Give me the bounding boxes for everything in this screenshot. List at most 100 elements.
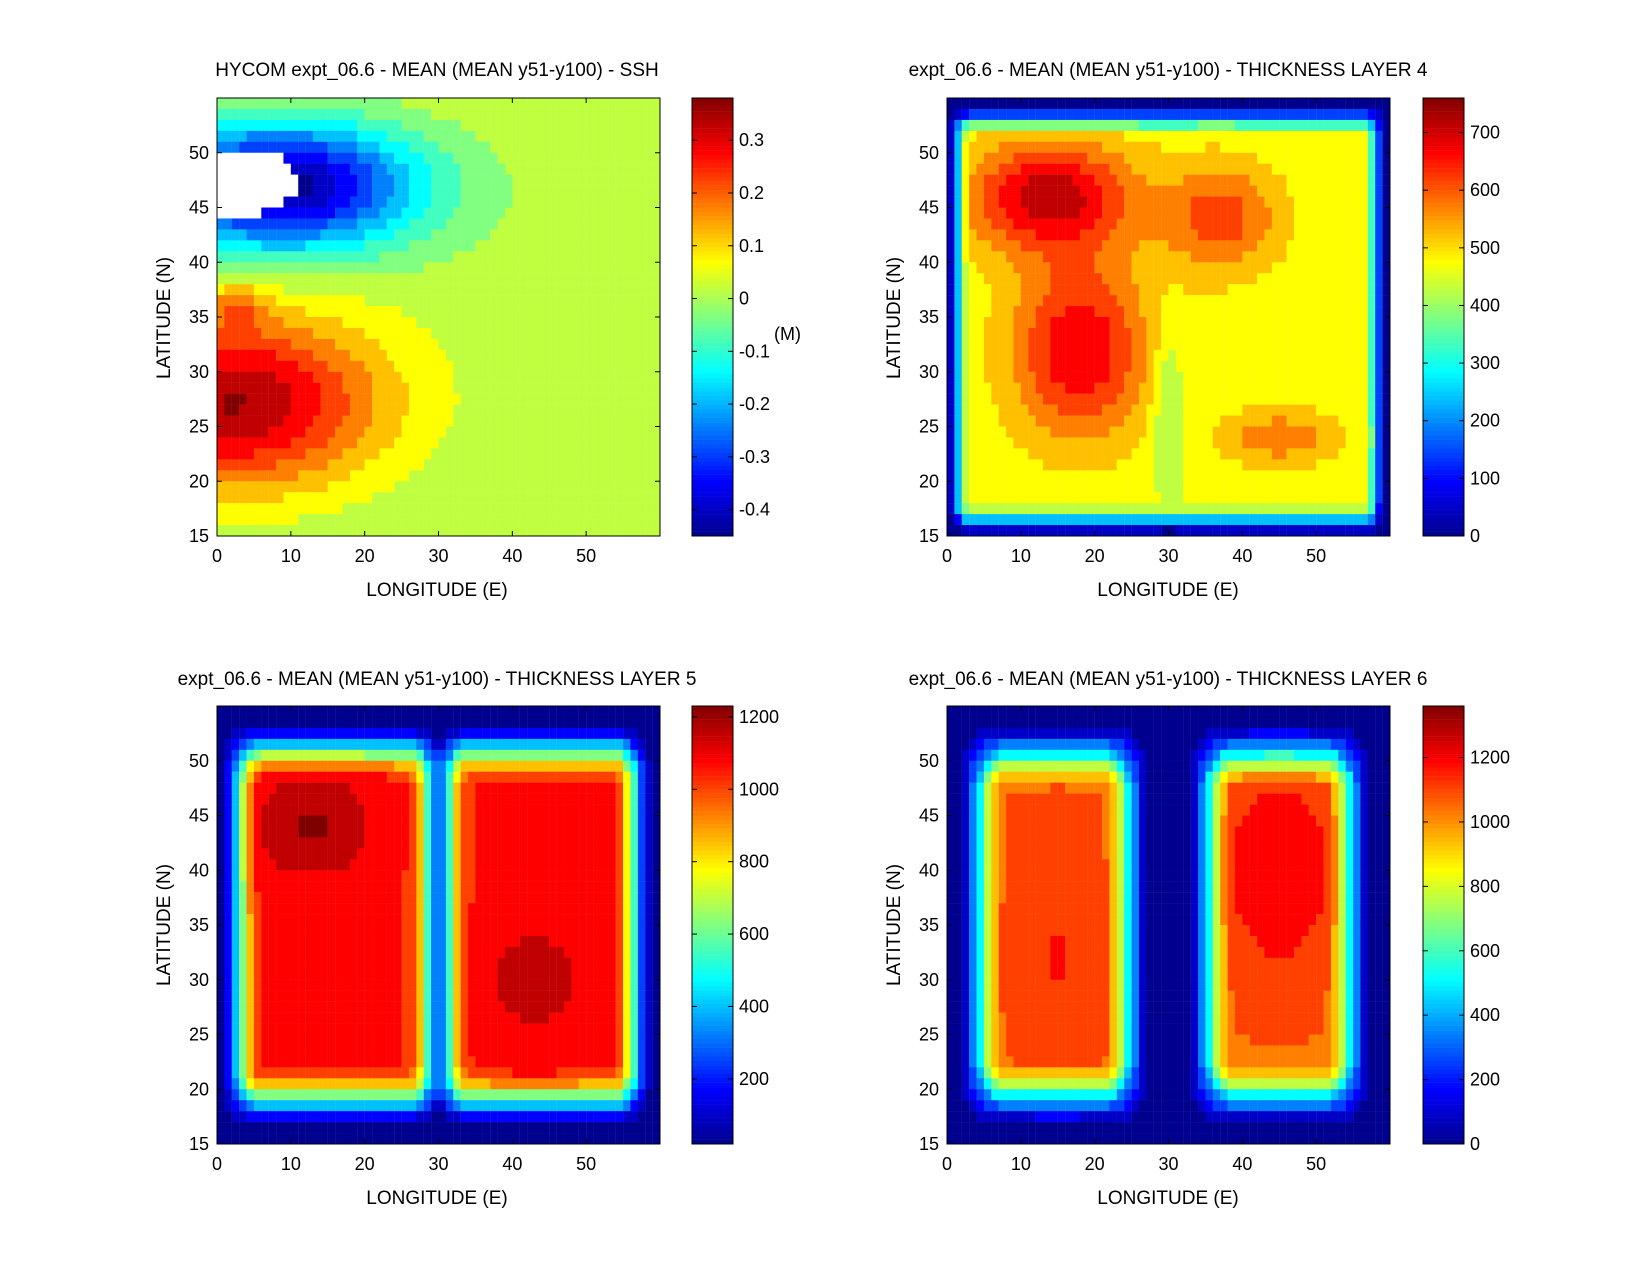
field-cell [541, 338, 550, 351]
field-cell [608, 185, 616, 197]
field-cell [290, 448, 299, 460]
field-cell [1006, 415, 1014, 427]
field-cell [1382, 152, 1390, 164]
field-cell [1286, 426, 1295, 438]
field-cell [1094, 196, 1103, 208]
field-cell [312, 525, 321, 536]
field-cell [1249, 349, 1258, 362]
x-tick-label: 0 [212, 546, 222, 566]
field-cell [1242, 426, 1250, 438]
field-cell [527, 415, 535, 427]
field-cell [1109, 163, 1117, 175]
field-cell [1102, 108, 1110, 121]
field-cell [998, 295, 1007, 307]
field-cell [623, 404, 631, 416]
field-cell [1190, 481, 1199, 493]
field-cell [512, 481, 520, 493]
x-tick-label: 40 [502, 546, 522, 566]
field-cell [246, 130, 255, 143]
field-cell [1375, 251, 1383, 263]
field-cell [1330, 98, 1339, 110]
field-cell [1042, 130, 1051, 143]
field-cell [1146, 218, 1154, 230]
field-cell [1330, 426, 1339, 438]
field-cell [1153, 108, 1162, 121]
field-cell [608, 470, 616, 482]
field-cell [1234, 98, 1243, 110]
field-cell [1087, 327, 1095, 340]
field-cell [615, 338, 624, 351]
field-cell [1338, 196, 1346, 208]
field-cell [541, 327, 550, 340]
field-cell [431, 229, 439, 241]
field-cell [1124, 525, 1132, 536]
field-cell [1257, 196, 1265, 208]
field-cell [475, 426, 483, 438]
field-cell [578, 130, 587, 143]
field-cell [349, 470, 358, 482]
field-cell [600, 415, 609, 427]
field-cell [556, 152, 565, 164]
field-cell [327, 525, 336, 536]
field-cell [1382, 514, 1390, 526]
field-cell [1323, 196, 1332, 208]
field-cell [239, 295, 247, 307]
field-cell [401, 349, 410, 362]
field-cell [408, 382, 417, 394]
field-cell [453, 481, 461, 493]
field-cell [372, 251, 380, 263]
field-cell [976, 415, 985, 427]
field-cell [1183, 152, 1191, 164]
field-cell [1050, 393, 1058, 405]
field-cell [1345, 262, 1354, 274]
field-cell [1249, 525, 1258, 536]
field-cell [1220, 437, 1228, 449]
field-cell [983, 437, 992, 449]
field-cell [1338, 273, 1346, 285]
field-cell [541, 273, 550, 285]
field-cell [1353, 218, 1361, 230]
field-cell [541, 207, 550, 219]
field-cell [312, 470, 321, 482]
field-cell [571, 514, 579, 526]
field-cell [1042, 349, 1051, 362]
field-cell [541, 437, 550, 449]
field-cell [283, 240, 291, 252]
field-cell [1124, 470, 1132, 482]
field-cell [1035, 196, 1044, 208]
field-cell [645, 152, 653, 164]
field-cell [408, 130, 417, 143]
field-cell [1264, 426, 1273, 438]
field-cell [1212, 514, 1221, 526]
field-cell [1087, 273, 1095, 285]
field-cell [556, 273, 565, 285]
field-cell [1234, 240, 1243, 252]
field-cell [379, 130, 387, 143]
field-cell [534, 470, 543, 482]
field-cell [1190, 459, 1199, 471]
field-cell [261, 295, 269, 307]
field-cell [1094, 130, 1103, 143]
field-cell [1131, 525, 1140, 536]
field-cell [1013, 503, 1021, 515]
field-cell [423, 273, 432, 285]
field-cell [637, 284, 646, 296]
field-cell [1294, 295, 1302, 307]
field-cell [1102, 470, 1110, 482]
colorbar-step [692, 321, 733, 326]
field-cell [549, 218, 557, 230]
field-cell [490, 382, 498, 394]
field-cell [1242, 229, 1250, 241]
field-cell [1301, 338, 1309, 351]
field-cell [394, 152, 402, 164]
field-cell [637, 426, 646, 438]
field-cell [593, 426, 602, 438]
field-cell [637, 525, 646, 536]
field-cell [541, 492, 550, 504]
land-cell [253, 196, 262, 208]
field-cell [637, 317, 646, 329]
field-cell [1065, 525, 1073, 536]
field-cell [342, 108, 351, 121]
field-cell [342, 130, 351, 143]
field-cell [556, 98, 565, 110]
